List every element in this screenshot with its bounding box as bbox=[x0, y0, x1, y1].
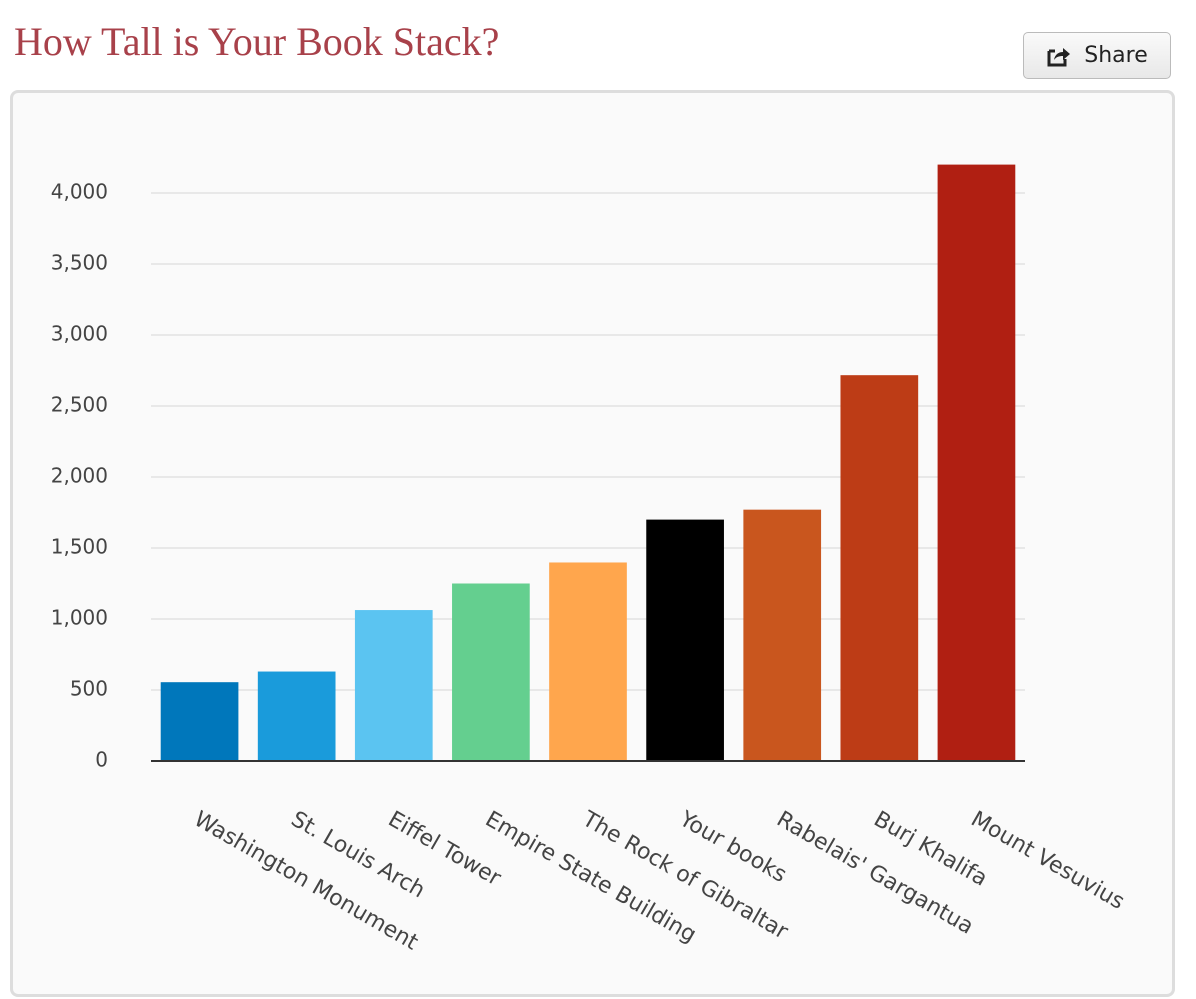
chart-title: How Tall is Your Book Stack? bbox=[14, 19, 500, 64]
bar bbox=[937, 164, 1016, 762]
share-label: Share bbox=[1084, 43, 1148, 68]
share-icon bbox=[1047, 47, 1071, 66]
bar bbox=[257, 671, 336, 761]
bar bbox=[840, 375, 919, 761]
bar bbox=[354, 610, 433, 761]
y-tick-label: 2,500 bbox=[51, 393, 108, 417]
y-tick-label: 0 bbox=[95, 748, 108, 772]
y-tick-label: 500 bbox=[70, 677, 108, 701]
bar bbox=[452, 583, 530, 761]
share-button[interactable]: Share bbox=[1023, 32, 1171, 79]
y-tick-label: 1,000 bbox=[51, 606, 108, 630]
y-tick-label: 1,500 bbox=[51, 535, 108, 559]
bar bbox=[646, 519, 724, 761]
x-tick-label: Mount Vesuvius bbox=[966, 807, 1128, 915]
y-tick-label: 3,000 bbox=[51, 322, 108, 346]
y-tick-label: 3,500 bbox=[51, 251, 108, 275]
bar bbox=[160, 682, 239, 761]
y-tick-label: 4,000 bbox=[51, 180, 108, 204]
bar bbox=[549, 562, 627, 761]
bar bbox=[743, 509, 822, 761]
y-tick-label: 2,000 bbox=[51, 464, 108, 488]
